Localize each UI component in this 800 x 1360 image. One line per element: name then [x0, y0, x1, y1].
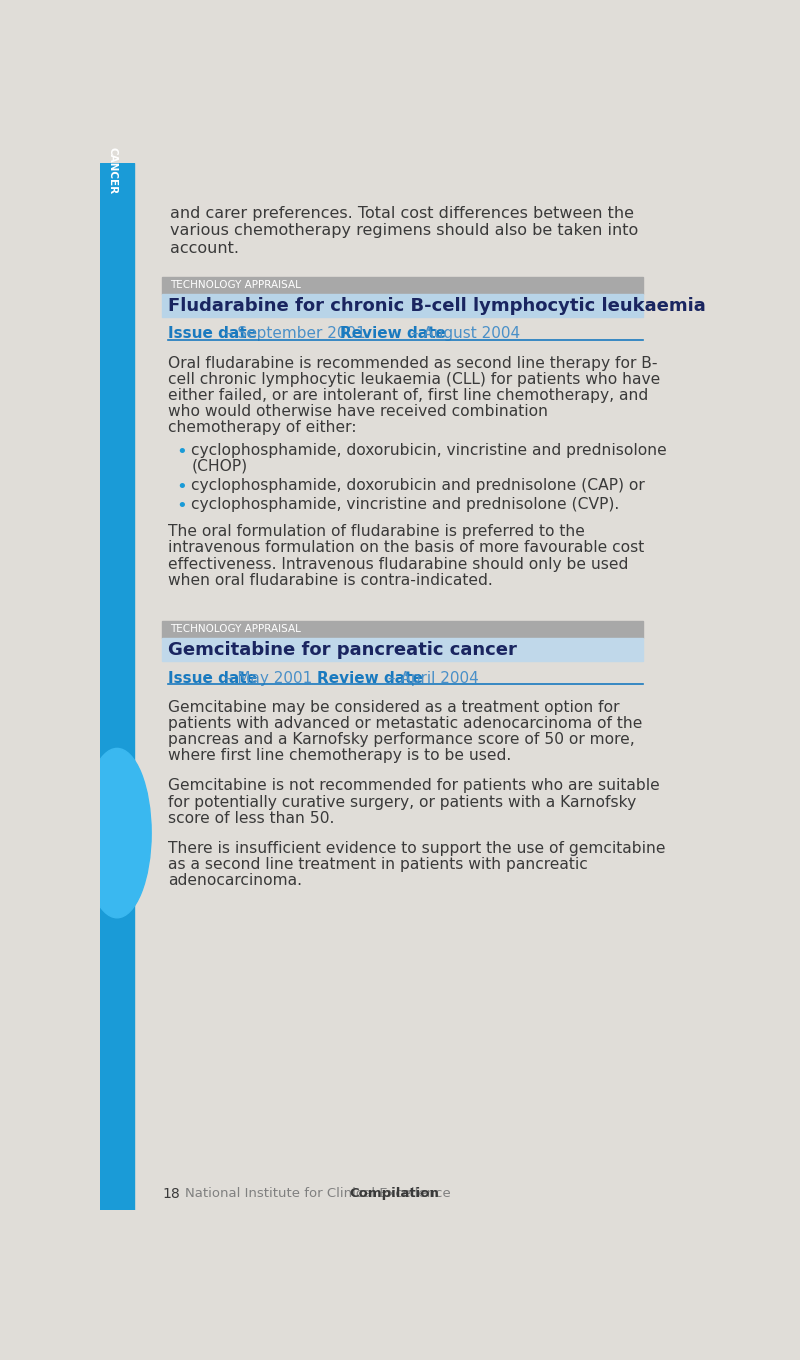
Text: chemotherapy of either:: chemotherapy of either:	[168, 420, 357, 435]
Text: •: •	[176, 498, 186, 515]
Text: intravenous formulation on the basis of more favourable cost: intravenous formulation on the basis of …	[168, 540, 645, 555]
Text: Oral fludarabine is recommended as second line therapy for B-: Oral fludarabine is recommended as secon…	[168, 356, 658, 371]
Text: as a second line treatment in patients with pancreatic: as a second line treatment in patients w…	[168, 857, 588, 872]
Bar	[100, 163, 134, 1210]
Text: Review date: Review date	[317, 670, 423, 685]
Text: adenocarcinoma.: adenocarcinoma.	[168, 873, 302, 888]
Text: TECHNOLOGY APPRAISAL: TECHNOLOGY APPRAISAL	[170, 280, 301, 290]
Text: •: •	[176, 443, 186, 461]
Text: various chemotherapy regimens should also be taken into: various chemotherapy regimens should als…	[170, 223, 638, 238]
Text: where first line chemotherapy is to be used.: where first line chemotherapy is to be u…	[168, 748, 511, 763]
Text: score of less than 50.: score of less than 50.	[168, 811, 334, 826]
Text: account.: account.	[170, 241, 238, 256]
Bar	[162, 277, 642, 294]
Text: cyclophosphamide, doxorubicin and prednisolone (CAP) or: cyclophosphamide, doxorubicin and predni…	[191, 479, 646, 494]
Text: TECHNOLOGY APPRAISAL: TECHNOLOGY APPRAISAL	[170, 624, 301, 634]
Text: There is insufficient evidence to support the use of gemcitabine: There is insufficient evidence to suppor…	[168, 840, 666, 855]
Text: cyclophosphamide, vincristine and prednisolone (CVP).: cyclophosphamide, vincristine and predni…	[191, 498, 620, 513]
Text: National Institute for Clinical Excellence: National Institute for Clinical Excellen…	[186, 1187, 455, 1201]
Text: pancreas and a Karnofsky performance score of 50 or more,: pancreas and a Karnofsky performance sco…	[168, 732, 635, 747]
Text: Fludarabine for chronic B-cell lymphocytic leukaemia: Fludarabine for chronic B-cell lymphocyt…	[168, 298, 706, 316]
Text: (CHOP): (CHOP)	[191, 458, 247, 473]
Text: cell chronic lymphocytic leukaemia (CLL) for patients who have: cell chronic lymphocytic leukaemia (CLL)…	[168, 371, 661, 386]
Text: Compilation: Compilation	[350, 1187, 439, 1201]
Text: who would otherwise have received combination: who would otherwise have received combin…	[168, 404, 548, 419]
Text: Issue date: Issue date	[168, 326, 258, 341]
Ellipse shape	[83, 748, 151, 918]
Text: and carer preferences. Total cost differences between the: and carer preferences. Total cost differ…	[170, 205, 634, 220]
Text: when oral fludarabine is contra-indicated.: when oral fludarabine is contra-indicate…	[168, 573, 493, 588]
Text: – April 2004: – April 2004	[383, 670, 478, 685]
Text: Gemcitabine for pancreatic cancer: Gemcitabine for pancreatic cancer	[168, 642, 517, 660]
Text: The oral formulation of fludarabine is preferred to the: The oral formulation of fludarabine is p…	[168, 525, 585, 540]
Bar	[162, 622, 642, 638]
Bar	[162, 294, 642, 317]
Text: cyclophosphamide, doxorubicin, vincristine and prednisolone: cyclophosphamide, doxorubicin, vincristi…	[191, 443, 667, 458]
Text: Review date: Review date	[340, 326, 446, 341]
Text: patients with advanced or metastatic adenocarcinoma of the: patients with advanced or metastatic ade…	[168, 717, 642, 732]
Text: 18: 18	[162, 1187, 180, 1201]
Text: for potentially curative surgery, or patients with a Karnofsky: for potentially curative surgery, or pat…	[168, 794, 637, 809]
Text: either failed, or are intolerant of, first line chemotherapy, and: either failed, or are intolerant of, fir…	[168, 388, 649, 403]
Text: Issue date: Issue date	[168, 670, 258, 685]
Bar	[162, 638, 642, 661]
Text: – August 2004: – August 2004	[406, 326, 520, 341]
Text: •: •	[176, 479, 186, 496]
Text: CANCER: CANCER	[107, 147, 117, 194]
Text: effectiveness. Intravenous fludarabine should only be used: effectiveness. Intravenous fludarabine s…	[168, 556, 629, 571]
Text: – May 2001: – May 2001	[220, 670, 312, 685]
Text: Gemcitabine may be considered as a treatment option for: Gemcitabine may be considered as a treat…	[168, 700, 620, 715]
Text: Gemcitabine is not recommended for patients who are suitable: Gemcitabine is not recommended for patie…	[168, 778, 660, 793]
Text: – September 2001: – September 2001	[220, 326, 366, 341]
